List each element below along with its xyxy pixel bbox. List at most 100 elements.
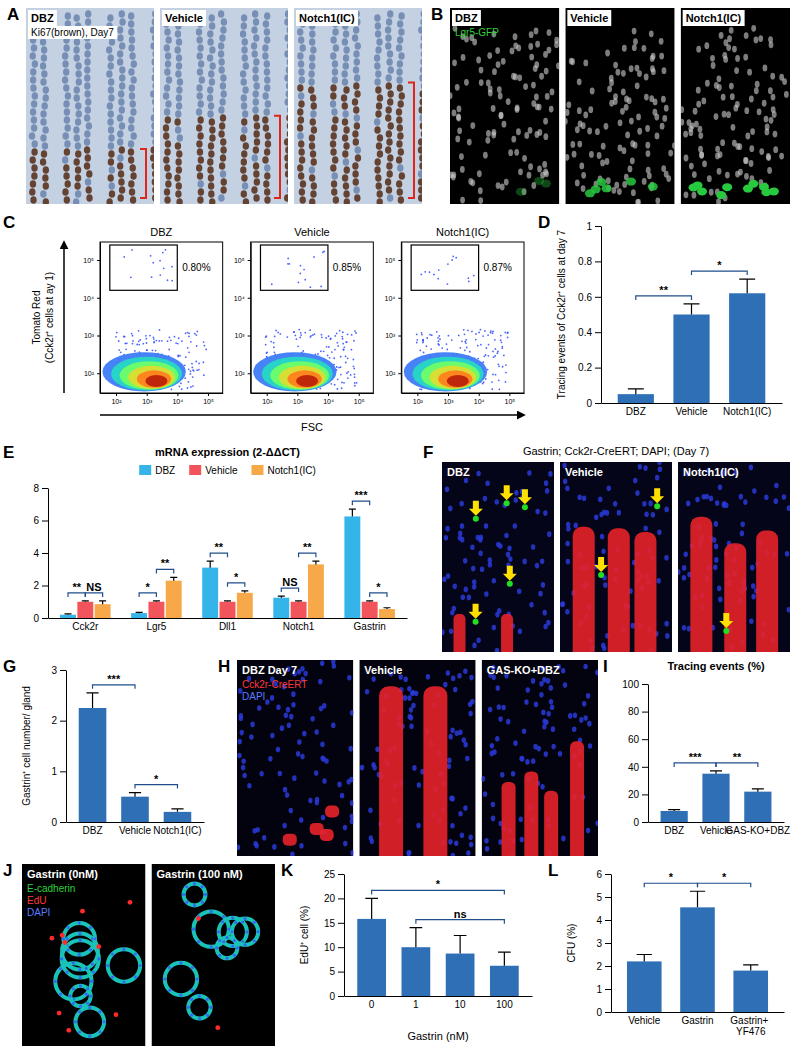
texture xyxy=(197,44,203,52)
texture xyxy=(560,602,564,608)
texture xyxy=(664,621,668,627)
texture xyxy=(174,336,176,338)
texture xyxy=(605,510,609,516)
texture xyxy=(744,157,749,164)
texture xyxy=(151,276,153,278)
x-tick-mark xyxy=(177,393,178,396)
texture xyxy=(668,150,673,157)
texture xyxy=(616,69,621,76)
texture xyxy=(476,637,480,643)
significance-label: ** xyxy=(215,541,224,553)
texture xyxy=(534,28,539,35)
texture xyxy=(176,166,182,174)
texture xyxy=(343,158,349,166)
x-tick: 10⁵ xyxy=(505,393,516,405)
texture xyxy=(529,31,534,38)
texture xyxy=(108,110,114,118)
texture xyxy=(323,350,325,352)
x-tick-mark xyxy=(509,393,510,396)
texture xyxy=(262,357,333,391)
texture xyxy=(452,110,457,117)
bar xyxy=(166,581,182,618)
texture xyxy=(30,108,36,116)
texture xyxy=(221,178,227,186)
texture xyxy=(340,356,342,358)
x-tick-label: 10⁵ xyxy=(354,398,365,405)
texture xyxy=(421,50,422,58)
texture xyxy=(438,370,472,388)
texture xyxy=(353,178,359,186)
texture xyxy=(698,126,703,133)
y-axis-line xyxy=(251,243,252,394)
texture xyxy=(286,26,288,34)
texture xyxy=(219,34,225,42)
texture xyxy=(176,182,182,190)
texture xyxy=(43,166,49,174)
texture xyxy=(618,119,623,126)
texture xyxy=(241,158,247,166)
texture xyxy=(158,340,160,342)
texture xyxy=(109,182,115,190)
texture xyxy=(197,68,203,76)
texture xyxy=(293,331,295,333)
y-tick-mark xyxy=(248,336,251,337)
x-tick: 10² xyxy=(111,393,122,405)
texture xyxy=(119,42,125,50)
y-tick-label: 6 xyxy=(33,515,39,526)
texture xyxy=(107,102,113,110)
texture xyxy=(730,93,735,100)
texture xyxy=(63,68,69,76)
texture xyxy=(124,343,126,345)
texture xyxy=(398,148,404,156)
texture xyxy=(197,132,203,140)
texture xyxy=(187,387,189,389)
texture xyxy=(164,28,170,36)
texture xyxy=(456,113,461,120)
texture xyxy=(336,366,338,368)
texture xyxy=(252,66,258,74)
texture xyxy=(241,190,247,198)
texture xyxy=(240,70,246,78)
texture xyxy=(218,194,224,202)
texture xyxy=(264,76,270,84)
texture xyxy=(452,255,454,257)
texture xyxy=(220,146,226,154)
plot-area xyxy=(618,279,766,403)
texture xyxy=(62,60,68,68)
texture xyxy=(128,366,175,389)
texture xyxy=(343,86,349,94)
texture xyxy=(265,132,271,140)
texture xyxy=(464,349,466,351)
texture xyxy=(683,131,688,138)
texture xyxy=(241,14,247,22)
bar xyxy=(618,394,654,403)
texture xyxy=(297,52,303,60)
texture xyxy=(722,183,732,191)
texture xyxy=(472,584,476,590)
texture xyxy=(486,80,491,87)
y-tick: 8 xyxy=(33,483,48,494)
micrograph xyxy=(681,8,790,204)
texture xyxy=(749,96,754,103)
arrow-mark xyxy=(469,501,483,516)
texture xyxy=(626,178,636,186)
texture xyxy=(207,110,213,118)
texture xyxy=(704,42,709,49)
texture xyxy=(152,162,154,170)
y-tick-mark xyxy=(97,298,100,299)
texture xyxy=(648,501,652,507)
texture xyxy=(658,466,662,472)
texture xyxy=(464,587,468,593)
texture xyxy=(498,379,500,381)
texture xyxy=(418,170,422,178)
texture xyxy=(494,339,496,341)
texture xyxy=(467,277,469,279)
texture xyxy=(444,535,448,541)
texture xyxy=(398,12,404,20)
error-bar xyxy=(312,561,319,564)
texture xyxy=(286,90,288,98)
texture xyxy=(356,382,358,384)
y-tick-label: 10⁵ xyxy=(83,257,94,264)
texture xyxy=(309,62,315,70)
texture xyxy=(385,146,391,154)
